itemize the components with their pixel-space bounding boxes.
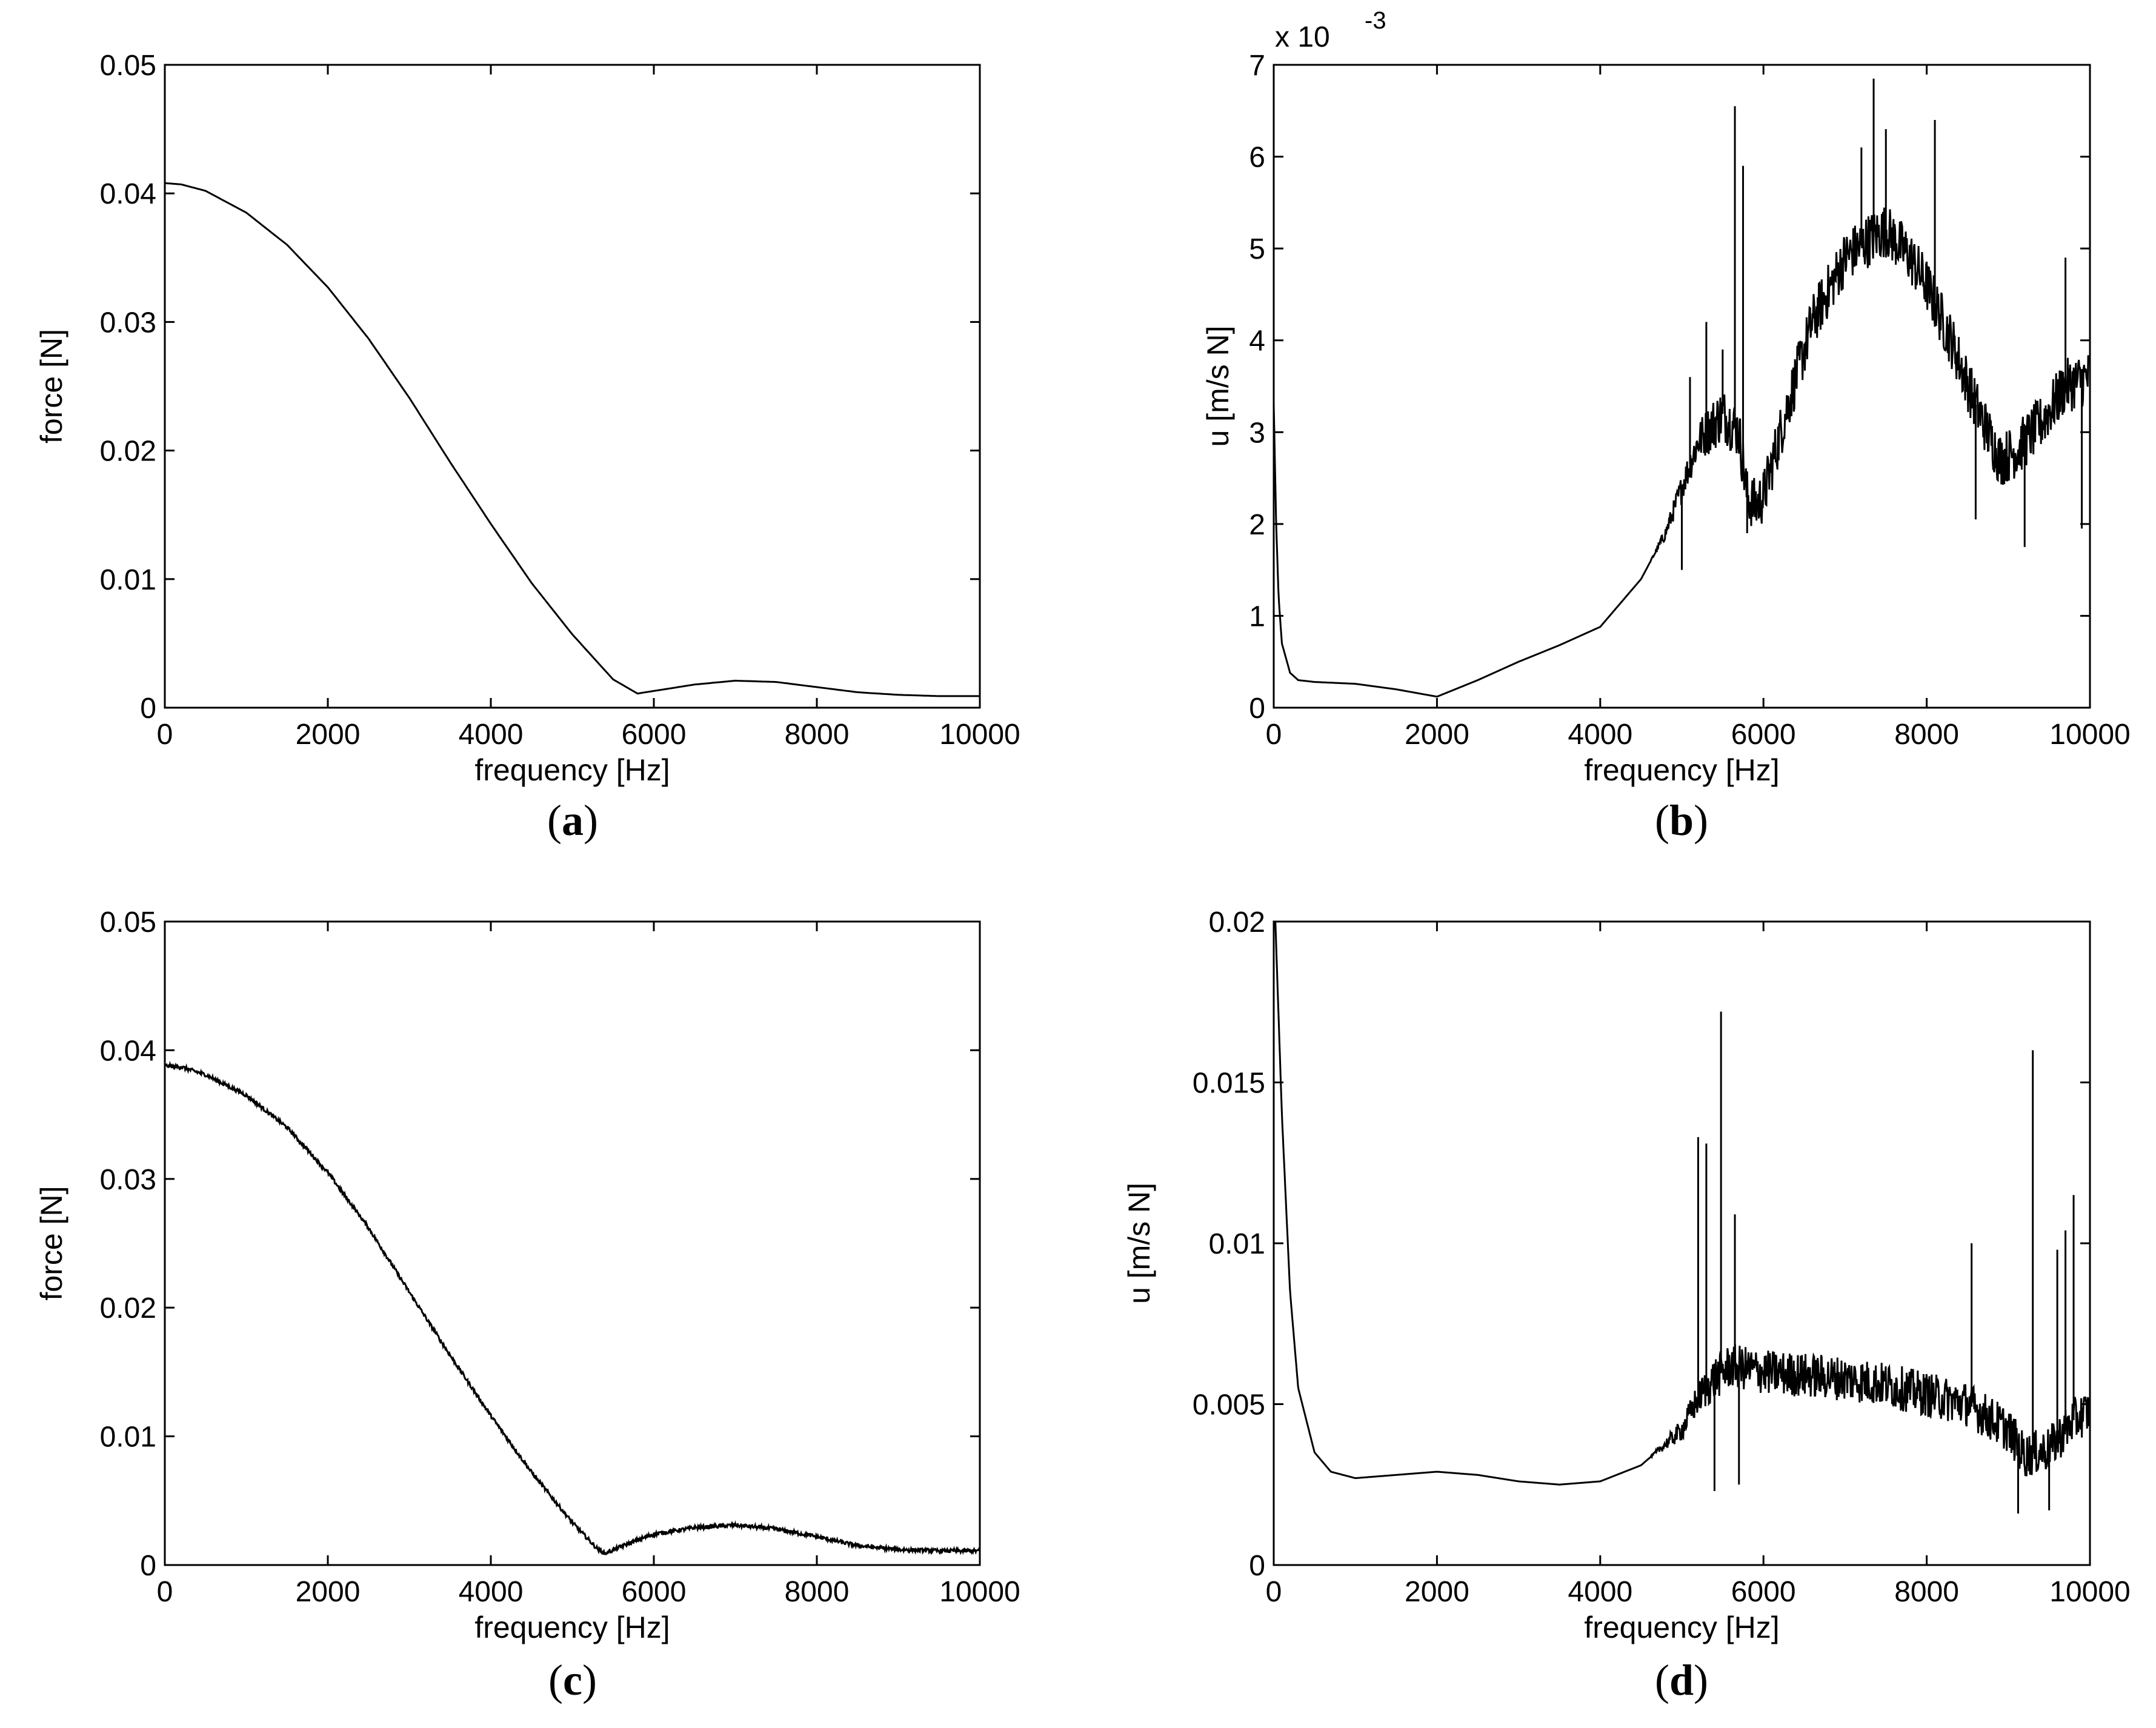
panel-label: (c) (548, 1656, 597, 1704)
x-tick-label: 2000 (1405, 719, 1469, 751)
x-tick-label: 10000 (939, 1576, 1020, 1608)
y-tick-label: 0.04 (100, 1035, 156, 1067)
y-tick-label: 0.02 (1209, 906, 1265, 939)
y-tick-label: 3 (1249, 417, 1265, 449)
x-tick-label: 6000 (1731, 719, 1796, 751)
plot-area-frame (164, 64, 981, 709)
y-exponent-power: -3 (1365, 7, 1386, 34)
x-tick-label: 6000 (622, 719, 687, 751)
x-tick-label: 2000 (1405, 1576, 1469, 1608)
y-tick-label: 5 (1249, 233, 1265, 265)
y-tick-label: 0.015 (1193, 1068, 1265, 1100)
chart-b: 0 2000 4000 6000 8000 10000 0 1 2 3 4 5 6 7 x 10 -3 freq… (1201, 7, 2131, 845)
y-tick-label: 0 (140, 1550, 156, 1582)
y-tick-label: 0.01 (100, 1421, 156, 1454)
x-tick-label: 10000 (2049, 1576, 2130, 1608)
y-tick-label: 2 (1249, 509, 1265, 541)
panel-label: (d) (1655, 1656, 1708, 1704)
y-axis-label: force [N] (35, 329, 68, 444)
x-tick-label: 4000 (1568, 1576, 1632, 1608)
y-tick-label: 0 (1249, 1550, 1265, 1582)
x-tick-label: 8000 (1894, 719, 1959, 751)
x-tick-label: 6000 (622, 1576, 687, 1608)
y-axis-label: u [m/s N] (1122, 1183, 1156, 1304)
x-tick-label: 0 (157, 719, 173, 751)
series-line-force (164, 1060, 980, 1556)
chart-c: 0 2000 4000 6000 8000 10000 0 0.01 0.02 0.03 0.04 0… (35, 906, 1020, 1704)
y-tick-label: 0.05 (100, 906, 156, 939)
y-tick-label: 0.005 (1193, 1389, 1265, 1421)
y-tick-label: 0.01 (1209, 1228, 1265, 1260)
x-axis-label: frequency [Hz] (1584, 1610, 1779, 1644)
y-tick-label: 1 (1249, 600, 1265, 633)
y-tick-label: 0.05 (100, 50, 156, 82)
plot-area-frame (1273, 64, 2091, 709)
y-tick-label: 0.01 (100, 564, 156, 596)
panel-label: (a) (547, 796, 598, 845)
x-tick-label: 2000 (296, 719, 361, 751)
series-line-response (1274, 921, 2091, 1486)
x-axis-label: frequency [Hz] (474, 1610, 670, 1644)
x-tick-label: 10000 (2049, 719, 2130, 751)
x-axis-label: frequency [Hz] (1584, 753, 1779, 787)
x-tick-label: 8000 (785, 719, 850, 751)
y-tick-label: 0.02 (100, 1292, 156, 1324)
y-tick-label: 7 (1249, 50, 1265, 82)
x-tick-label: 4000 (459, 1576, 524, 1608)
y-axis-label: u [m/s N] (1201, 325, 1235, 447)
chart-a: 0 2000 4000 6000 8000 10000 0 0.01 0.02 0.03 0.04 0… (35, 50, 1020, 845)
plot-area-frame (164, 920, 981, 1566)
y-tick-label: 0.03 (100, 307, 156, 339)
chart-d: 0 2000 4000 6000 8000 10000 0 0.005 0.01 0.015 0.0… (1122, 906, 2131, 1704)
y-tick-label: 0.02 (100, 436, 156, 468)
x-tick-label: 8000 (785, 1576, 850, 1608)
y-tick-label: 6 (1249, 142, 1265, 174)
x-tick-label: 0 (1266, 1576, 1282, 1608)
series-line-force (164, 182, 980, 697)
x-tick-label: 4000 (459, 719, 524, 751)
panel-label: (b) (1655, 796, 1708, 845)
x-tick-label: 2000 (296, 1576, 361, 1608)
y-exponent-label: x 10 (1275, 21, 1330, 53)
y-tick-label: 4 (1249, 325, 1265, 357)
x-tick-label: 8000 (1894, 1576, 1959, 1608)
y-tick-label: 0 (1249, 693, 1265, 725)
x-tick-label: 10000 (939, 719, 1020, 751)
x-tick-label: 6000 (1731, 1576, 1796, 1608)
x-tick-label: 0 (1266, 719, 1282, 751)
y-axis-label: force [N] (35, 1186, 68, 1301)
y-tick-label: 0 (140, 693, 156, 725)
x-tick-label: 4000 (1568, 719, 1632, 751)
x-tick-label: 0 (157, 1576, 173, 1608)
y-tick-label: 0.04 (100, 178, 156, 210)
x-axis-label: frequency [Hz] (474, 753, 670, 787)
y-tick-label: 0.03 (100, 1164, 156, 1196)
